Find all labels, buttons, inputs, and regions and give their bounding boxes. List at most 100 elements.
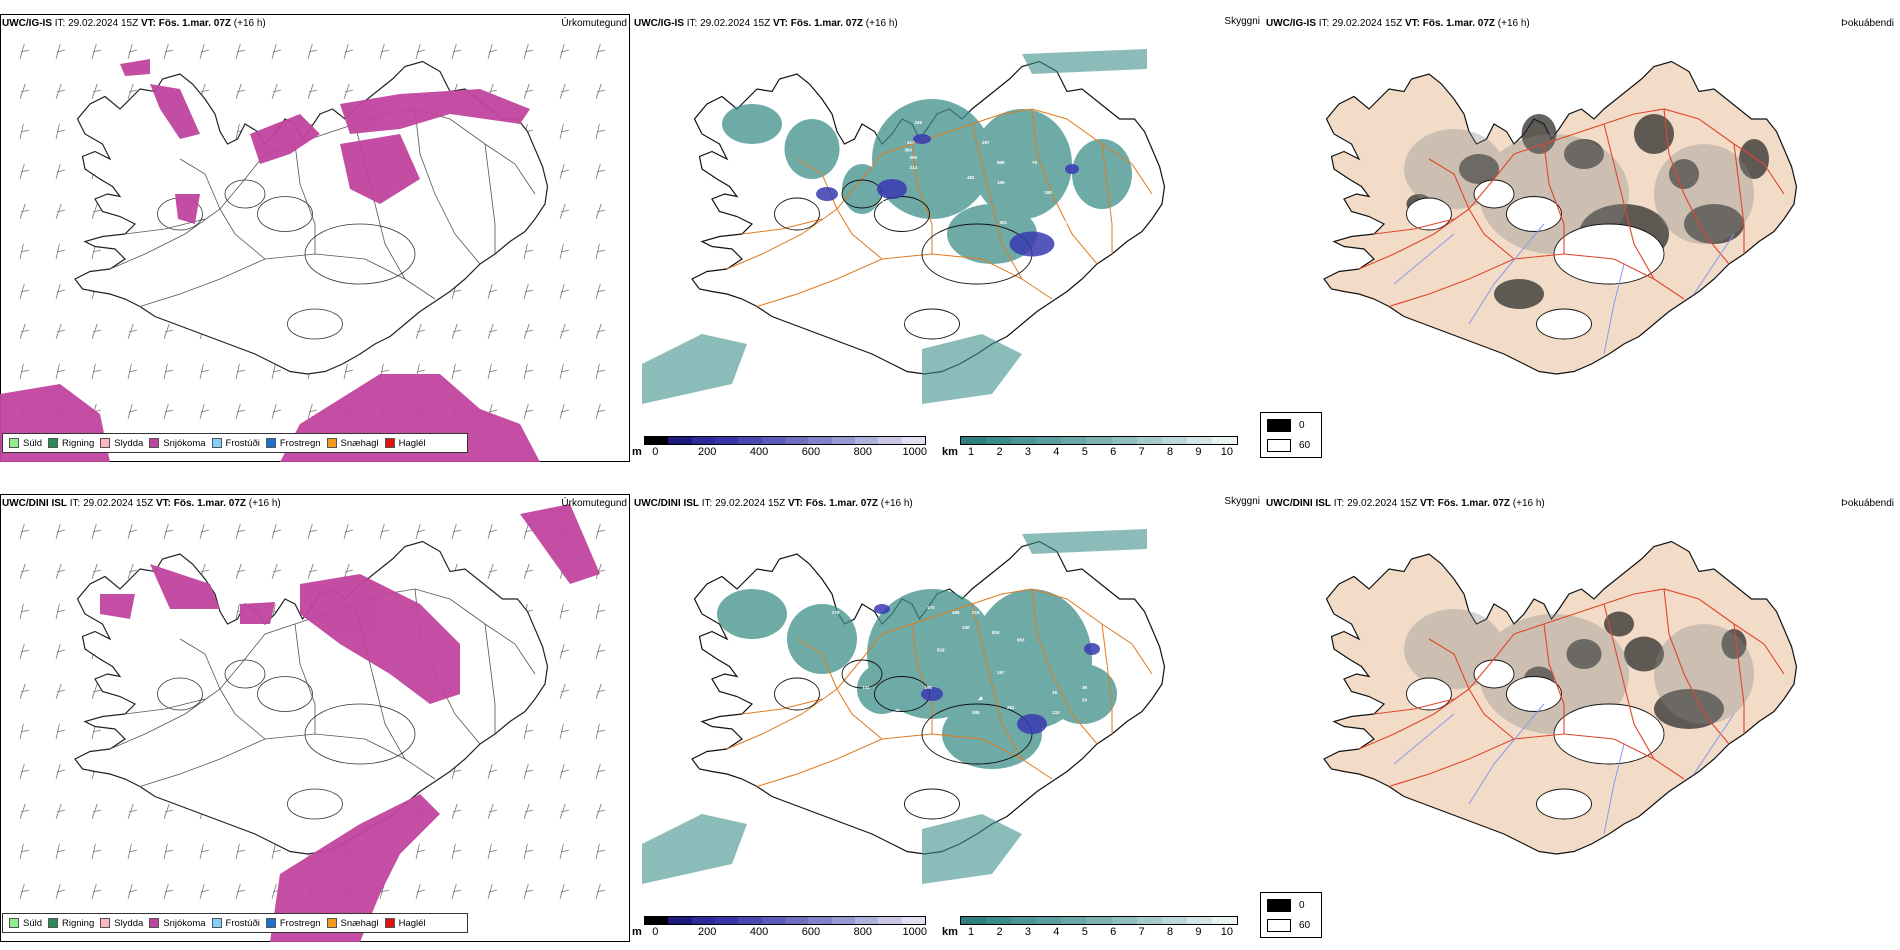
panel-header: UWC/DINI ISL IT: 29.02.2024 15Z VT: Fös.…	[2, 498, 281, 509]
legend-swatch	[149, 918, 160, 928]
wind-barb	[271, 43, 282, 60]
wind-barb	[523, 563, 534, 580]
wind-barb	[523, 403, 534, 420]
legend-label: Slydda	[114, 917, 144, 929]
river-line	[1468, 703, 1545, 805]
colorbar-cell	[1111, 917, 1137, 924]
glacier-outline	[904, 788, 960, 820]
wind-barb	[235, 883, 246, 900]
wind-barb	[55, 643, 66, 660]
colorbar-tick-label: 2	[996, 446, 1003, 458]
legend-label: Snjókoma	[163, 917, 206, 929]
visibility-panel-top: 545 929 345 417 360 305 213 297 868 75 482 166 180 14…	[632, 14, 1262, 462]
sea-fog	[642, 334, 747, 404]
wind-barb	[19, 283, 30, 300]
glacier-outline	[257, 196, 313, 232]
colorbar-tick-label: 1	[968, 926, 975, 938]
colorbar-cell	[1086, 437, 1112, 444]
wind-barb	[595, 403, 606, 420]
sea-fog	[1022, 49, 1147, 74]
wind-barb	[163, 403, 174, 420]
colorbar-cell	[784, 437, 809, 444]
road-line	[1388, 733, 1685, 788]
wind-barb	[19, 803, 30, 820]
cloud-base-area	[1009, 231, 1055, 257]
wind-barb	[199, 843, 210, 860]
road-line	[1031, 108, 1098, 265]
road-line	[1358, 588, 1785, 750]
height-labels: 545 929 345 417 360 305 213 297 868 75 482 166 180 14…	[782, 85, 1068, 325]
colorbar-cell	[1211, 917, 1238, 924]
legend-label: Rigning	[62, 437, 95, 449]
colorbar-tick-label: 8	[1166, 446, 1174, 458]
vt-label: VT:	[1419, 498, 1435, 509]
wind-barb	[487, 363, 498, 380]
river-line	[1468, 223, 1545, 325]
wind-barb	[523, 243, 534, 260]
sea-fog	[1022, 529, 1147, 554]
cloud-height-label: 297	[982, 140, 990, 145]
visibility-unit: km	[942, 446, 958, 458]
low-cloud-areas	[874, 604, 1100, 734]
wind-barb	[595, 243, 606, 260]
wind-barb	[19, 603, 30, 620]
legend-label: Frostúði	[225, 917, 260, 929]
colorbar-cell	[1136, 437, 1162, 444]
fog-index-area	[1566, 639, 1602, 669]
colorbar-cell	[961, 437, 987, 444]
snow-area	[175, 194, 200, 224]
colorbar-cell	[691, 917, 715, 924]
wind-barb	[91, 323, 102, 340]
colorbar-tick-label: 0	[652, 926, 659, 938]
fog-panel-bottom: UWC/DINI ISL IT: 29.02.2024 15Z VT: Fös.…	[1260, 494, 1900, 942]
road-line	[836, 688, 883, 740]
cloud-height-label: 166	[997, 180, 1005, 185]
colorbar-ticks: 0 200 400 600 800 1000	[644, 446, 927, 460]
legend-swatch	[265, 438, 276, 448]
it-value: 29.02.2024 15Z	[83, 498, 154, 509]
wind-barb	[307, 523, 318, 540]
visibility-area	[787, 604, 857, 674]
wind-barb	[91, 843, 102, 860]
lead-time: (+16 h)	[1497, 18, 1530, 29]
wind-barb	[91, 683, 102, 700]
road-line	[1663, 108, 1730, 265]
glacier-outline	[774, 197, 820, 231]
colorbar-cell	[668, 437, 692, 444]
wind-barb	[55, 803, 66, 820]
cloud-base-area	[913, 134, 931, 144]
lead-time: (+16 h)	[865, 18, 898, 29]
wind-barb	[199, 883, 210, 900]
road-line	[109, 108, 536, 270]
wind-barb	[487, 43, 498, 60]
colorbar-tick-label: 9	[1195, 446, 1202, 458]
colorbar-ticks: 1 2 3 4 5 6 7 8 9 10	[960, 926, 1238, 940]
wind-barb	[235, 563, 246, 580]
road-line	[741, 698, 823, 715]
fog-index-light-areas	[1404, 609, 1754, 734]
it-value: 29.02.2024 15Z	[1332, 18, 1403, 29]
glacier-outline	[774, 677, 820, 711]
cloud-height-label: 519	[937, 648, 945, 653]
wind-barb	[271, 563, 282, 580]
snow-area	[150, 564, 220, 609]
sea-fog	[642, 814, 747, 884]
wind-barb	[379, 43, 390, 60]
fog-legend-row: 60	[1267, 439, 1310, 452]
road-line	[1663, 588, 1730, 745]
wind-barb	[559, 683, 570, 700]
low-cloud-areas	[816, 134, 1079, 257]
road-line	[484, 623, 496, 734]
river-line	[1393, 713, 1455, 765]
road-line	[1733, 143, 1745, 254]
visibility-area	[717, 589, 787, 639]
wind-barb	[55, 283, 66, 300]
fog-index-area	[1739, 139, 1769, 179]
wind-barb	[523, 723, 534, 740]
wind-barb	[19, 563, 30, 580]
cloud-base-colorbar: 0 200 400 600 800 1000	[644, 436, 927, 462]
colorbar-cell	[714, 917, 739, 924]
wind-barb	[559, 803, 570, 820]
snow-area	[250, 114, 320, 164]
colorbar-cell	[1036, 437, 1062, 444]
